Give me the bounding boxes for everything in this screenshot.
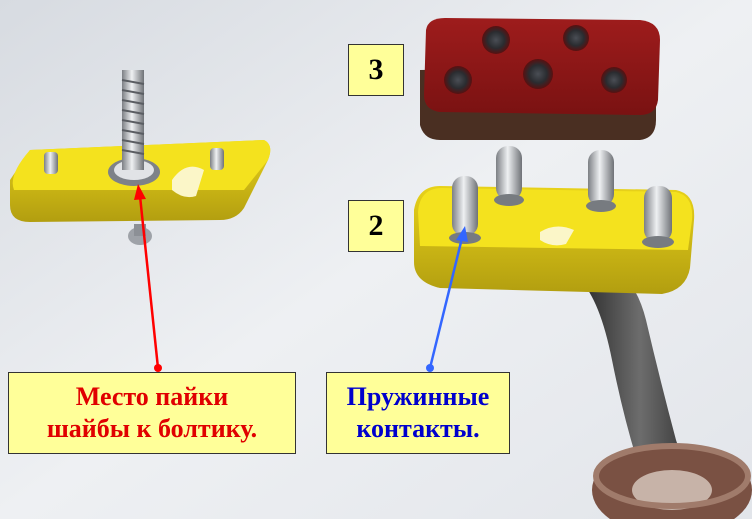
part-number-2-label: 2 <box>348 200 404 252</box>
solder-spot-caption: Место пайки шайбы к болтику. <box>8 372 296 454</box>
pin-3 <box>586 150 616 212</box>
pin-4 <box>642 186 674 248</box>
spring-contacts-caption: Пружинные контакты. <box>326 372 510 454</box>
spring-contacts-arrow <box>426 226 468 372</box>
part-number-2-text: 2 <box>368 209 384 243</box>
pin-2 <box>494 146 524 206</box>
part-number-3-text: 3 <box>368 53 384 87</box>
solder-spot-caption-text: Место пайки шайбы к болтику. <box>46 381 258 444</box>
part-number-3-label: 3 <box>348 44 404 96</box>
brown-ferrite-ring <box>592 443 752 519</box>
solder-spot-arrow <box>134 184 162 372</box>
right-yellow-plate <box>414 146 695 294</box>
red-socket-block <box>420 18 660 140</box>
spring-contacts-caption-text: Пружинные контакты. <box>346 381 490 444</box>
left-yellow-plate <box>10 70 271 245</box>
